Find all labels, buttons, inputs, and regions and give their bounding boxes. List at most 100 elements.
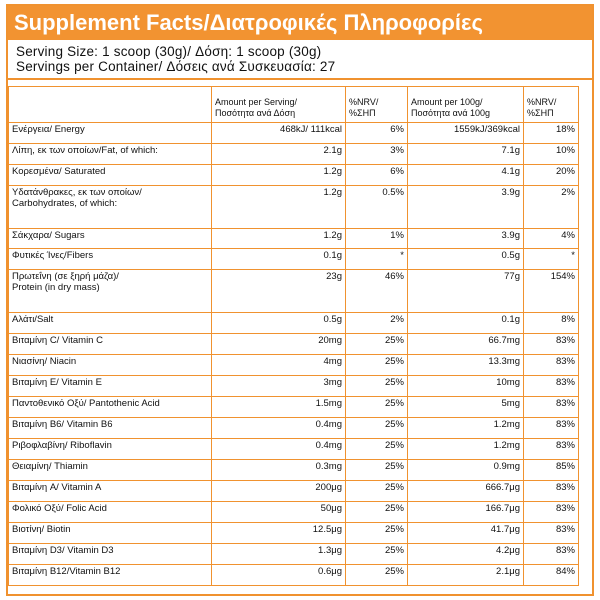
table-row: Λίπη, εκ των οποίων/Fat, of which: 2.1g 3%… xyxy=(8,143,579,165)
table-row: Θειαμίνη/ Thiamin 0.3mg 25% 0.9mg 85% xyxy=(8,459,579,481)
amount-per-100g: 3.9g xyxy=(407,185,524,229)
nutrient-name: Ενέργεια/ Energy xyxy=(8,122,212,144)
amount-per-serving: 0.1g xyxy=(211,248,346,270)
amount-per-serving: 468kJ/ 111kcal xyxy=(211,122,346,144)
nrv-per-100g: 2% xyxy=(523,185,579,229)
amount-per-serving: 23g xyxy=(211,269,346,313)
nrv-per-serving: 25% xyxy=(345,480,408,502)
nrv-per-100g: 83% xyxy=(523,354,579,376)
nutrition-table: Amount per Serving/ Ποσότητα ανά Δόση %N… xyxy=(8,86,579,586)
nutrient-name: Βιταμίνη C/ Vitamin C xyxy=(8,333,212,355)
amount-per-100g: 7.1g xyxy=(407,143,524,165)
nrv-per-serving: 3% xyxy=(345,143,408,165)
nrv-per-100g: 83% xyxy=(523,396,579,418)
nutrient-name: Φυτικές Ίνες/Fibers xyxy=(8,248,212,270)
nutrient-name: Βιταμίνη B12/Vitamin B12 xyxy=(8,564,212,586)
nrv-per-100g: 4% xyxy=(523,228,579,249)
amount-per-100g: 4.1g xyxy=(407,164,524,186)
table-row: Βιταμίνη B12/Vitamin B12 0.6μg 25% 2.1μg 84% xyxy=(8,564,579,586)
amount-per-100g: 41.7μg xyxy=(407,522,524,544)
nutrient-name: Βιταμίνη E/ Vitamin E xyxy=(8,375,212,397)
amount-per-serving: 0.4mg xyxy=(211,438,346,460)
amount-per-serving: 50μg xyxy=(211,501,346,523)
table-row: Ριβοφλαβίνη/ Riboflavin 0.4mg 25% 1.2mg 83% xyxy=(8,438,579,460)
servings-per-container: Servings per Container/ Δόσεις ανά Συσκε… xyxy=(16,59,336,74)
header-divider xyxy=(8,78,592,80)
nrv-per-100g: 154% xyxy=(523,269,579,313)
table-row: Σάκχαρα/ Sugars 1.2g 1% 3.9g 4% xyxy=(8,228,579,249)
nrv-per-serving: 1% xyxy=(345,228,408,249)
nrv-per-100g: 10% xyxy=(523,143,579,165)
amount-per-serving: 1.2g xyxy=(211,164,346,186)
nrv-per-serving: 25% xyxy=(345,333,408,355)
nutrient-name: Νιασίνη/ Niacin xyxy=(8,354,212,376)
header-nrv-100g: %NRV/ %ΣΗΠ xyxy=(523,86,579,123)
amount-per-100g: 0.9mg xyxy=(407,459,524,481)
amount-per-serving: 4mg xyxy=(211,354,346,376)
nutrient-name: Αλάτι/Salt xyxy=(8,312,212,334)
amount-per-100g: 5mg xyxy=(407,396,524,418)
amount-per-serving: 0.5g xyxy=(211,312,346,334)
nrv-per-100g: 85% xyxy=(523,459,579,481)
amount-per-serving: 0.6μg xyxy=(211,564,346,586)
nrv-per-serving: 25% xyxy=(345,354,408,376)
nrv-per-serving: 25% xyxy=(345,417,408,439)
nrv-per-100g: 18% xyxy=(523,122,579,144)
nrv-per-100g: * xyxy=(523,248,579,270)
nrv-per-serving: 46% xyxy=(345,269,408,313)
table-row: Φυτικές Ίνες/Fibers 0.1g * 0.5g * xyxy=(8,248,579,270)
table-row: Παντοθενικό Οξύ/ Pantothenic Acid 1.5mg 25… xyxy=(8,396,579,418)
amount-per-100g: 1.2mg xyxy=(407,417,524,439)
table-row: Αλάτι/Salt 0.5g 2% 0.1g 8% xyxy=(8,312,579,334)
amount-per-serving: 20mg xyxy=(211,333,346,355)
nrv-per-100g: 84% xyxy=(523,564,579,586)
table-row: Φολικό Οξύ/ Folic Acid 50μg 25% 166.7μg 83% xyxy=(8,501,579,523)
header-blank xyxy=(8,86,212,123)
table-row: Πρωτεΐνη (σε ξηρή μάζα)/Protein (in dry … xyxy=(8,269,579,313)
amount-per-serving: 200μg xyxy=(211,480,346,502)
nrv-per-serving: 25% xyxy=(345,396,408,418)
nrv-per-serving: 25% xyxy=(345,459,408,481)
table-row: Βιταμίνη D3/ Vitamin D3 1.3μg 25% 4.2μg 83% xyxy=(8,543,579,565)
nutrient-name: Βιταμίνη B6/ Vitamin B6 xyxy=(8,417,212,439)
nrv-per-100g: 83% xyxy=(523,438,579,460)
amount-per-100g: 166.7μg xyxy=(407,501,524,523)
nrv-per-100g: 83% xyxy=(523,417,579,439)
nutrient-name: Παντοθενικό Οξύ/ Pantothenic Acid xyxy=(8,396,212,418)
header-amount-per-100g: Amount per 100g/ Ποσότητα ανά 100g xyxy=(407,86,524,123)
amount-per-serving: 1.2g xyxy=(211,185,346,229)
nutrient-name: Πρωτεΐνη (σε ξηρή μάζα)/Protein (in dry … xyxy=(8,269,212,313)
nrv-per-100g: 83% xyxy=(523,543,579,565)
amount-per-serving: 0.3mg xyxy=(211,459,346,481)
serving-size: Serving Size: 1 scoop (30g)/ Δόση: 1 sco… xyxy=(16,44,322,59)
amount-per-100g: 77g xyxy=(407,269,524,313)
table-row: Βιταμίνη B6/ Vitamin B6 0.4mg 25% 1.2mg 83% xyxy=(8,417,579,439)
amount-per-100g: 2.1μg xyxy=(407,564,524,586)
nutrient-name: Βιταμίνη A/ Vitamin A xyxy=(8,480,212,502)
nutrient-name: Κορεσμένα/ Saturated xyxy=(8,164,212,186)
amount-per-100g: 1559kJ/369kcal xyxy=(407,122,524,144)
amount-per-100g: 4.2μg xyxy=(407,543,524,565)
amount-per-serving: 1.3μg xyxy=(211,543,346,565)
serving-info: Serving Size: 1 scoop (30g)/ Δόση: 1 sco… xyxy=(8,40,592,74)
header-amount-per-serving: Amount per Serving/ Ποσότητα ανά Δόση xyxy=(211,86,346,123)
panel-title: Supplement Facts/Διατροφικές Πληροφορίες xyxy=(8,6,592,40)
nrv-per-serving: 25% xyxy=(345,375,408,397)
amount-per-serving: 3mg xyxy=(211,375,346,397)
nutrient-name: Ριβοφλαβίνη/ Riboflavin xyxy=(8,438,212,460)
nrv-per-serving: 2% xyxy=(345,312,408,334)
nrv-per-serving: * xyxy=(345,248,408,270)
table-row: Ενέργεια/ Energy 468kJ/ 111kcal 6% 1559kJ/3… xyxy=(8,122,579,144)
nrv-per-serving: 25% xyxy=(345,438,408,460)
nrv-per-100g: 83% xyxy=(523,333,579,355)
nutrient-name: Φολικό Οξύ/ Folic Acid xyxy=(8,501,212,523)
nutrient-name: Βιταμίνη D3/ Vitamin D3 xyxy=(8,543,212,565)
nrv-per-100g: 83% xyxy=(523,522,579,544)
nrv-per-100g: 20% xyxy=(523,164,579,186)
amount-per-serving: 1.2g xyxy=(211,228,346,249)
table-row: Βιταμίνη E/ Vitamin E 3mg 25% 10mg 83% xyxy=(8,375,579,397)
nrv-per-serving: 0.5% xyxy=(345,185,408,229)
nutrient-name: Σάκχαρα/ Sugars xyxy=(8,228,212,249)
table-row: Νιασίνη/ Niacin 4mg 25% 13.3mg 83% xyxy=(8,354,579,376)
nrv-per-serving: 25% xyxy=(345,522,408,544)
